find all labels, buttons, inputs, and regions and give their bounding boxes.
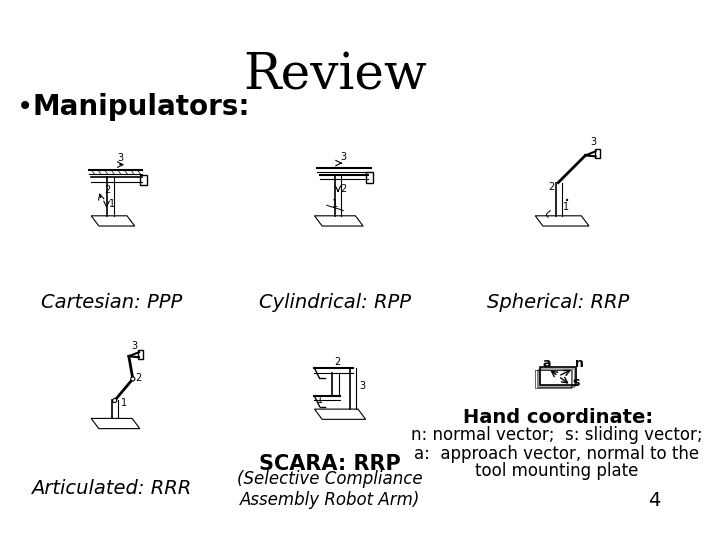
Text: 3: 3 <box>131 341 138 350</box>
Polygon shape <box>91 418 140 429</box>
Text: 3: 3 <box>118 153 124 163</box>
Polygon shape <box>315 409 366 420</box>
Text: •: • <box>17 93 33 121</box>
Polygon shape <box>91 216 135 226</box>
Text: 2: 2 <box>340 184 346 194</box>
Text: Articulated: RRR: Articulated: RRR <box>32 480 192 498</box>
Text: n: normal vector;  s: sliding vector;: n: normal vector; s: sliding vector; <box>410 426 702 444</box>
Text: Review: Review <box>243 51 427 101</box>
Text: 3: 3 <box>340 152 346 161</box>
Text: Hand coordinate:: Hand coordinate: <box>463 408 653 427</box>
Text: 1: 1 <box>333 199 338 209</box>
Text: 3: 3 <box>590 137 597 147</box>
Text: 2: 2 <box>135 374 142 383</box>
Text: n: n <box>575 357 583 370</box>
Text: tool mounting plate: tool mounting plate <box>474 462 638 480</box>
Text: 2: 2 <box>104 185 110 195</box>
Text: Cartesian: PPP: Cartesian: PPP <box>41 293 182 312</box>
Text: 2: 2 <box>334 356 340 367</box>
Text: (Selective Compliance
Assembly Robot Arm): (Selective Compliance Assembly Robot Arm… <box>238 470 423 509</box>
Text: 1: 1 <box>317 395 323 405</box>
Polygon shape <box>315 216 363 226</box>
Text: Spherical: RRP: Spherical: RRP <box>487 293 629 312</box>
Text: Manipulators:: Manipulators: <box>32 93 250 121</box>
Text: ·: · <box>563 192 570 211</box>
Text: a:  approach vector, normal to the: a: approach vector, normal to the <box>414 445 699 463</box>
Text: s: s <box>572 376 580 389</box>
Text: a: a <box>543 357 552 370</box>
Polygon shape <box>535 216 589 226</box>
Text: 2: 2 <box>548 182 554 192</box>
Text: 4: 4 <box>648 491 661 510</box>
Text: 3: 3 <box>359 381 366 390</box>
Circle shape <box>112 399 117 402</box>
Text: 1: 1 <box>121 397 127 408</box>
Text: Cylindrical: RPP: Cylindrical: RPP <box>259 293 411 312</box>
Text: SCARA: RRP: SCARA: RRP <box>259 454 401 474</box>
Circle shape <box>131 377 135 381</box>
Text: 1: 1 <box>563 202 570 212</box>
Text: 1: 1 <box>109 199 115 209</box>
